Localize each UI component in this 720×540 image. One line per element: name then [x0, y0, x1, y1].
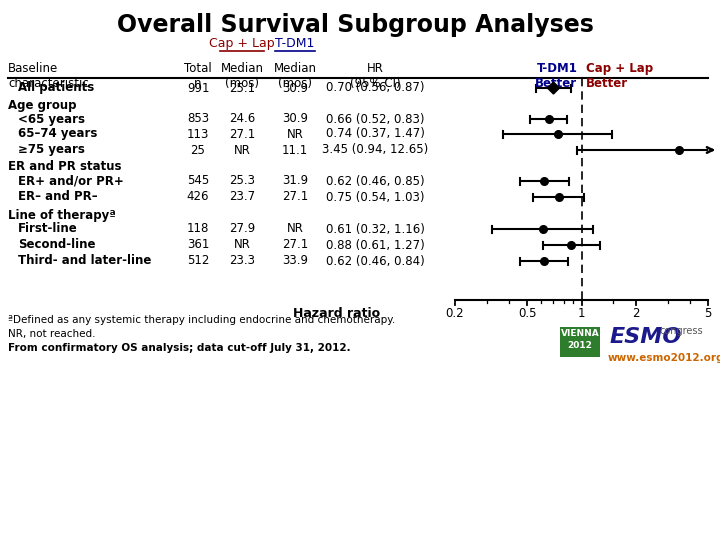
Text: Age group: Age group [8, 98, 76, 111]
Text: 118: 118 [186, 222, 210, 235]
Text: 0.70 (0.56, 0.87): 0.70 (0.56, 0.87) [325, 82, 424, 94]
Text: T-DM1
Better: T-DM1 Better [536, 62, 577, 90]
Text: 23.3: 23.3 [229, 254, 255, 267]
Text: 27.1: 27.1 [282, 239, 308, 252]
Text: 512: 512 [186, 254, 210, 267]
Text: 0.61 (0.32, 1.16): 0.61 (0.32, 1.16) [325, 222, 424, 235]
Text: 25: 25 [191, 144, 205, 157]
Text: <65 years: <65 years [18, 112, 85, 125]
Text: 0.74 (0.37, 1.47): 0.74 (0.37, 1.47) [325, 127, 424, 140]
Text: NR: NR [287, 222, 303, 235]
Text: NR: NR [287, 127, 303, 140]
Text: Cap + Lap
Better: Cap + Lap Better [585, 62, 652, 90]
Text: 991: 991 [186, 82, 210, 94]
Text: 0.66 (0.52, 0.83): 0.66 (0.52, 0.83) [325, 112, 424, 125]
Text: 0.88 (0.61, 1.27): 0.88 (0.61, 1.27) [325, 239, 424, 252]
Text: Second-line: Second-line [18, 239, 96, 252]
Text: 30.9: 30.9 [282, 112, 308, 125]
Text: ER and PR status: ER and PR status [8, 160, 122, 173]
Text: 27.1: 27.1 [282, 191, 308, 204]
Text: Baseline
characteristic: Baseline characteristic [8, 62, 89, 90]
Text: 0.62 (0.46, 0.85): 0.62 (0.46, 0.85) [325, 174, 424, 187]
Text: Overall Survival Subgroup Analyses: Overall Survival Subgroup Analyses [117, 13, 593, 37]
Text: 0.2: 0.2 [446, 307, 464, 320]
Text: Cap + Lap: Cap + Lap [210, 37, 275, 50]
Text: First-line: First-line [18, 222, 78, 235]
Text: ªDefined as any systemic therapy including endocrine and chemotherapy.: ªDefined as any systemic therapy includi… [8, 315, 395, 325]
Text: 426: 426 [186, 191, 210, 204]
Text: 30.9: 30.9 [282, 82, 308, 94]
Text: 545: 545 [187, 174, 209, 187]
Text: 5: 5 [704, 307, 711, 320]
Text: VIENNA: VIENNA [561, 329, 599, 338]
Text: 25.3: 25.3 [229, 174, 255, 187]
Text: 361: 361 [186, 239, 210, 252]
Text: 11.1: 11.1 [282, 144, 308, 157]
Text: 2: 2 [632, 307, 640, 320]
Text: NR: NR [233, 239, 251, 252]
Text: Hazard ratio: Hazard ratio [293, 307, 380, 320]
Text: 2012: 2012 [567, 341, 593, 350]
Text: 33.9: 33.9 [282, 254, 308, 267]
Text: From confirmatory OS analysis; data cut-off July 31, 2012.: From confirmatory OS analysis; data cut-… [8, 343, 351, 353]
Text: 25.1: 25.1 [229, 82, 255, 94]
Polygon shape [547, 82, 559, 94]
Text: 853: 853 [187, 112, 209, 125]
Text: 113: 113 [186, 127, 210, 140]
Text: 24.6: 24.6 [229, 112, 255, 125]
Text: ER+ and/or PR+: ER+ and/or PR+ [18, 174, 124, 187]
Text: 27.1: 27.1 [229, 127, 255, 140]
Text: 1: 1 [577, 307, 585, 320]
Text: 31.9: 31.9 [282, 174, 308, 187]
Text: NR: NR [233, 144, 251, 157]
Text: 65–74 years: 65–74 years [18, 127, 97, 140]
Text: Median
(mos): Median (mos) [274, 62, 317, 90]
Text: 0.62 (0.46, 0.84): 0.62 (0.46, 0.84) [325, 254, 424, 267]
Text: HR
(95% CI): HR (95% CI) [350, 62, 400, 90]
Text: All patients: All patients [18, 82, 94, 94]
Text: Third- and later-line: Third- and later-line [18, 254, 151, 267]
Text: 3.45 (0.94, 12.65): 3.45 (0.94, 12.65) [322, 144, 428, 157]
Text: NR, not reached.: NR, not reached. [8, 329, 96, 339]
Text: ESMO: ESMO [610, 327, 683, 347]
Text: Total
n: Total n [184, 62, 212, 90]
Text: T-DM1: T-DM1 [275, 37, 315, 50]
Text: 0.75 (0.54, 1.03): 0.75 (0.54, 1.03) [325, 191, 424, 204]
Text: 0.5: 0.5 [518, 307, 536, 320]
Text: www.esmo2012.org: www.esmo2012.org [608, 353, 720, 363]
Text: ER– and PR–: ER– and PR– [18, 191, 98, 204]
Text: Median
(mos): Median (mos) [220, 62, 264, 90]
Text: 27.9: 27.9 [229, 222, 255, 235]
Text: congress: congress [660, 326, 703, 336]
Text: 23.7: 23.7 [229, 191, 255, 204]
FancyBboxPatch shape [560, 327, 600, 357]
Text: Line of therapyª: Line of therapyª [8, 208, 116, 221]
Text: ≥75 years: ≥75 years [18, 144, 85, 157]
